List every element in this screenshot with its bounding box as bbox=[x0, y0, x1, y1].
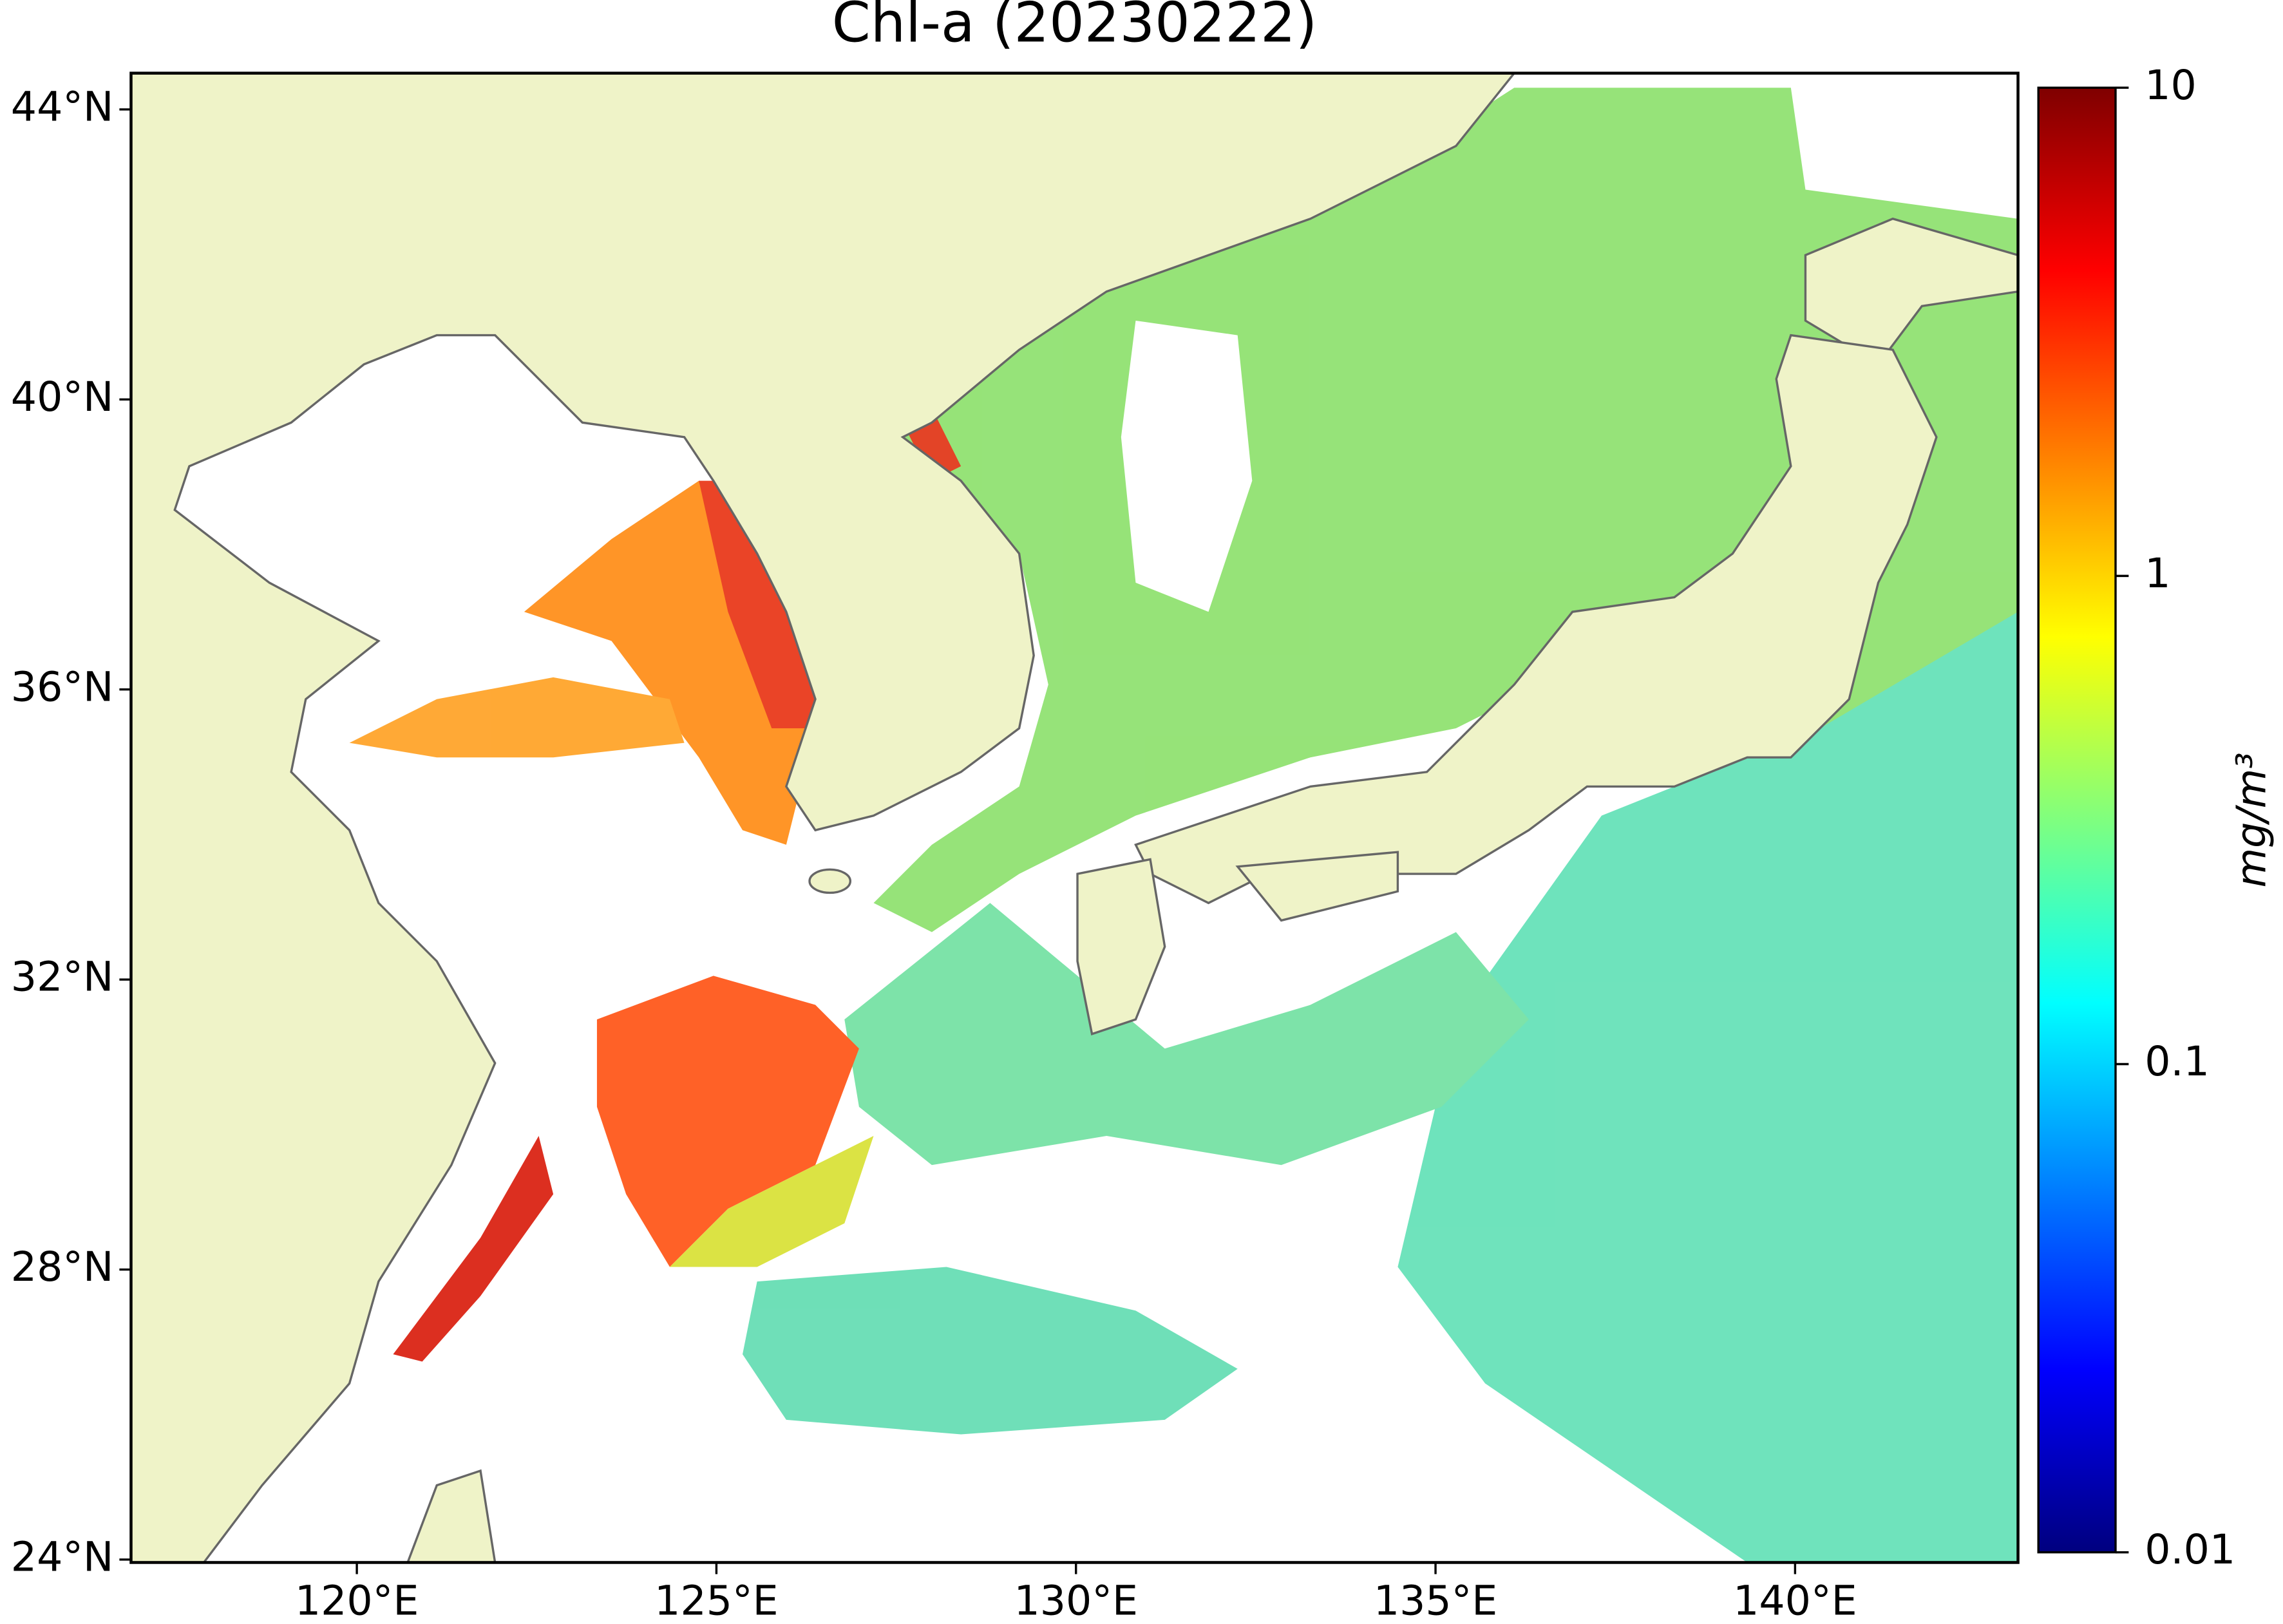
y-tick-label: 40°N bbox=[11, 373, 114, 420]
colorbar bbox=[2037, 86, 2117, 1554]
colorbar-tick-label: 0.01 bbox=[2145, 1525, 2235, 1573]
jeju bbox=[808, 868, 852, 894]
y-tick-label: 28°N bbox=[11, 1243, 114, 1290]
taiwan bbox=[406, 1469, 497, 1563]
y-tick-label: 32°N bbox=[11, 953, 114, 1001]
kyushu bbox=[1076, 858, 1166, 1035]
colorbar-tick-label: 10 bbox=[2145, 61, 2197, 109]
map-frame bbox=[129, 71, 2020, 1564]
y-tick-label: 24°N bbox=[11, 1533, 114, 1581]
x-tick-label: 135°E bbox=[1374, 1576, 1497, 1624]
x-tick-label: 125°E bbox=[654, 1576, 778, 1624]
hokkaido bbox=[1804, 217, 2018, 366]
y-tick-label: 36°N bbox=[11, 663, 114, 710]
x-tick-label: 130°E bbox=[1014, 1576, 1138, 1624]
colorbar-tick-label: 1 bbox=[2145, 549, 2170, 597]
map-title: Chl-a (20230222) bbox=[832, 0, 1318, 55]
colorbar-tick-label: 0.1 bbox=[2145, 1037, 2210, 1085]
x-tick-label: 140°E bbox=[1733, 1576, 1857, 1624]
x-tick-label: 120°E bbox=[295, 1576, 419, 1624]
asian-mainland bbox=[131, 73, 1516, 1563]
land-masses bbox=[131, 73, 2018, 1563]
colorbar-label: mg/m³ bbox=[2227, 752, 2275, 887]
shikoku bbox=[1235, 851, 1399, 922]
y-tick-label: 44°N bbox=[11, 83, 114, 131]
map-area bbox=[131, 73, 2018, 1563]
